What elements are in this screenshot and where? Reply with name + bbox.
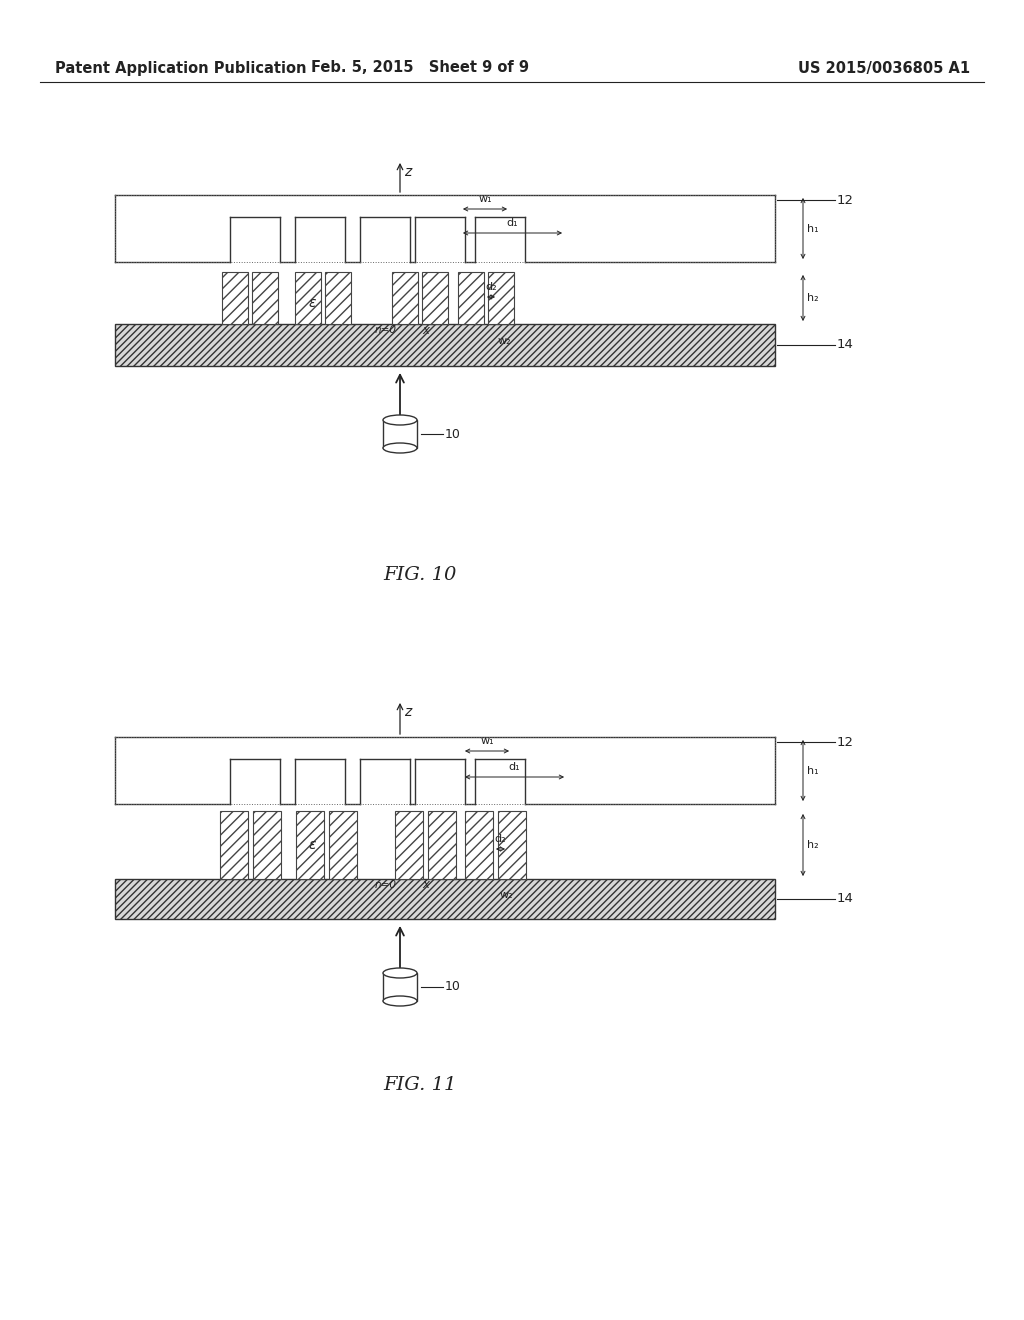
Bar (325, 272, 351, 323)
Text: n=0: n=0 (375, 325, 397, 335)
Text: n=0: n=0 (375, 880, 397, 890)
Bar (383, 420, 417, 447)
Bar (498, 810, 526, 879)
Text: h₁: h₁ (807, 223, 818, 234)
Bar (296, 810, 324, 879)
Bar (222, 272, 248, 323)
Bar (115, 879, 775, 919)
Bar (458, 272, 484, 323)
Text: 14: 14 (837, 338, 854, 351)
Text: 10: 10 (445, 428, 461, 441)
Text: 12: 12 (837, 194, 854, 206)
Text: d₁: d₁ (507, 218, 518, 228)
Text: ε: ε (308, 838, 315, 851)
Bar (383, 973, 417, 1001)
Text: w₁: w₁ (478, 194, 492, 205)
Text: ε: ε (308, 296, 315, 310)
Bar (395, 810, 423, 879)
Text: x: x (422, 879, 429, 891)
Bar (329, 810, 357, 879)
Bar (252, 272, 278, 323)
Bar (465, 810, 493, 879)
Text: w₂: w₂ (500, 890, 514, 900)
Bar (115, 737, 775, 804)
Bar (295, 272, 321, 323)
Bar (115, 195, 775, 261)
Text: h₂: h₂ (807, 840, 818, 850)
Text: h₁: h₁ (807, 766, 818, 776)
Text: h₂: h₂ (807, 293, 818, 304)
Text: d₁: d₁ (509, 762, 520, 772)
Bar (115, 195, 775, 261)
Bar (422, 272, 449, 323)
Text: x: x (422, 323, 429, 337)
Text: w₁: w₁ (480, 737, 494, 746)
Text: FIG. 11: FIG. 11 (383, 1076, 457, 1094)
Text: Feb. 5, 2015   Sheet 9 of 9: Feb. 5, 2015 Sheet 9 of 9 (311, 61, 529, 75)
Text: US 2015/0036805 A1: US 2015/0036805 A1 (798, 61, 970, 75)
Ellipse shape (383, 444, 417, 453)
Ellipse shape (383, 414, 417, 425)
Text: w₂: w₂ (498, 335, 512, 346)
Text: d₂: d₂ (485, 282, 497, 292)
Bar (220, 810, 248, 879)
Bar (488, 272, 514, 323)
Text: FIG. 10: FIG. 10 (383, 566, 457, 583)
Bar (115, 323, 775, 366)
Text: z: z (404, 165, 412, 180)
Ellipse shape (383, 968, 417, 978)
Bar (115, 737, 775, 804)
Bar (253, 810, 281, 879)
Text: z: z (404, 705, 412, 719)
Text: d₂: d₂ (495, 834, 506, 843)
Ellipse shape (383, 997, 417, 1006)
Bar (428, 810, 456, 879)
Bar (392, 272, 418, 323)
Text: 12: 12 (837, 735, 854, 748)
Text: 10: 10 (445, 981, 461, 994)
Text: 14: 14 (837, 892, 854, 906)
Text: Patent Application Publication: Patent Application Publication (55, 61, 306, 75)
